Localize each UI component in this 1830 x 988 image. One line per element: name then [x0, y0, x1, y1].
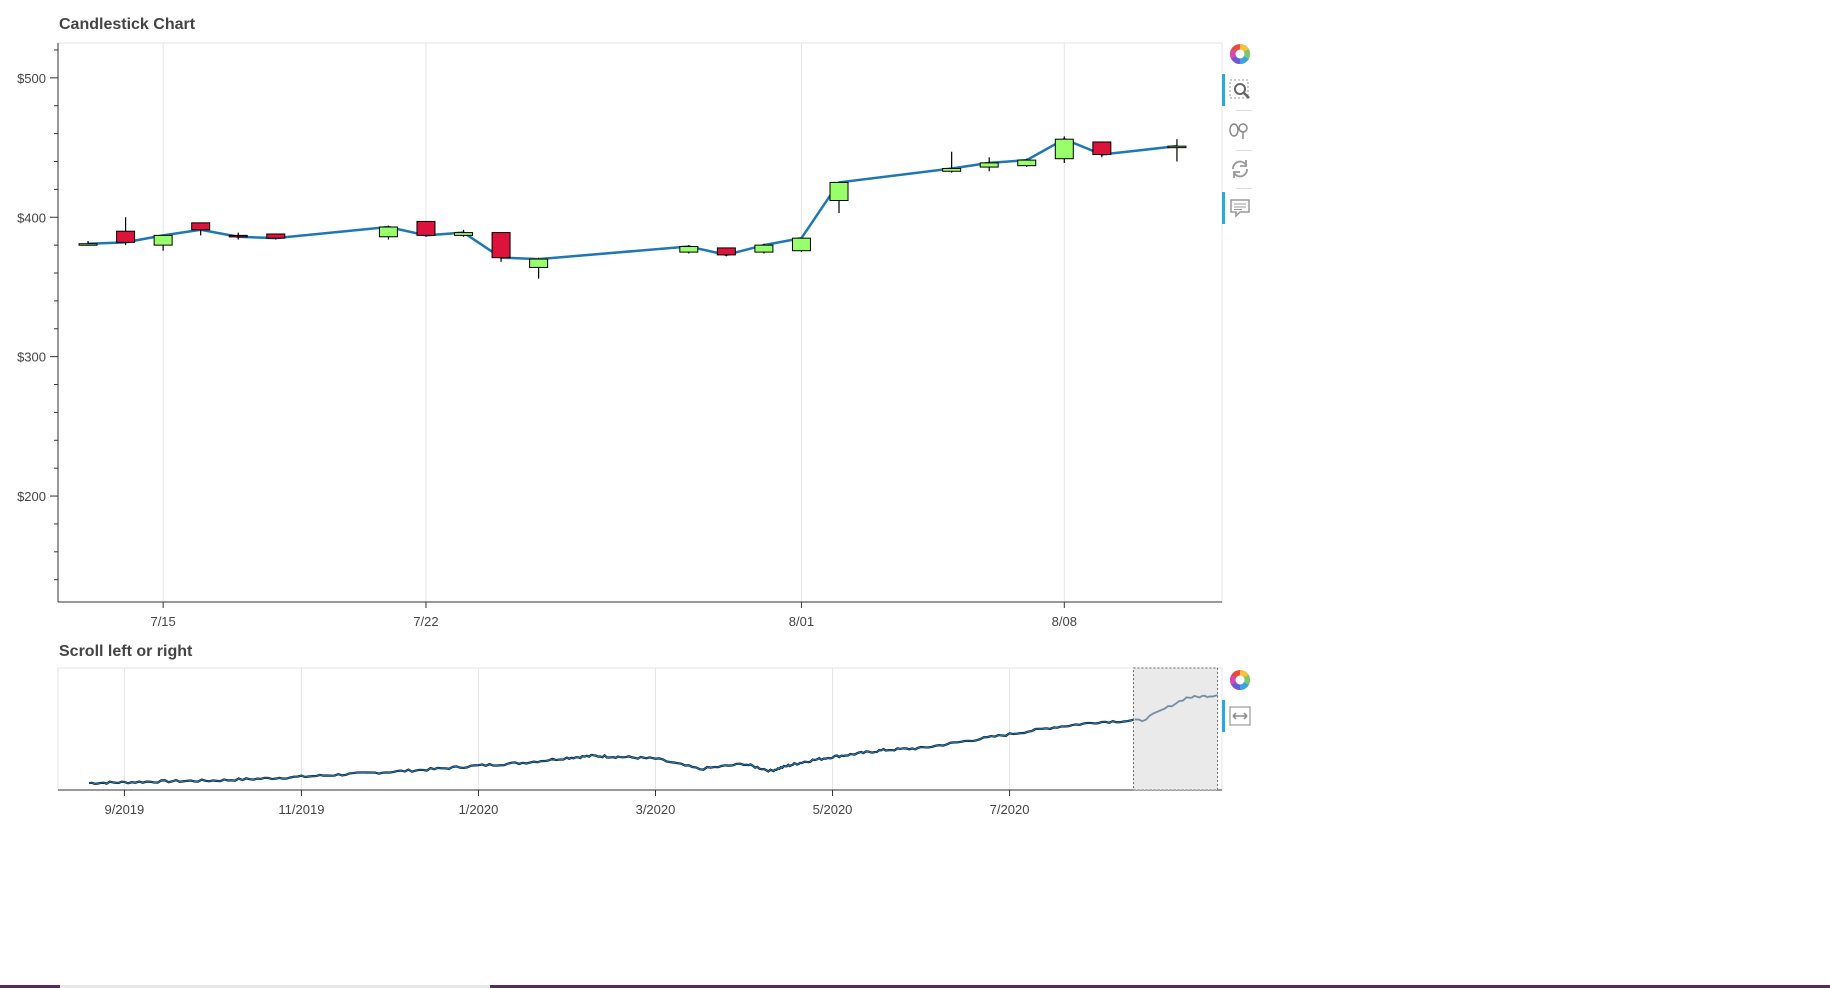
- candle-body-down: [116, 230, 136, 243]
- candle-body-down: [716, 247, 736, 256]
- candle-body-up: [791, 237, 811, 252]
- toolbar-separator: [1236, 110, 1252, 111]
- candle: [942, 151, 962, 173]
- candle: [529, 257, 549, 279]
- wheel-zoom-icon[interactable]: [1222, 114, 1258, 146]
- price-line-in-selection: [1134, 694, 1218, 722]
- candle: [191, 222, 211, 236]
- window-taskbar-strip: [0, 985, 1830, 988]
- x-tick-label: 8/08: [1052, 614, 1077, 629]
- candlestick-plot[interactable]: 7/15 7/22 8/01 8/08 $500 $400 $300 $200: [0, 0, 1230, 640]
- candle-body-up: [378, 226, 398, 238]
- candle-body-down: [191, 222, 211, 231]
- range-tool-icon[interactable]: [1222, 700, 1258, 732]
- main-chart-title: Candlestick Chart: [59, 16, 196, 33]
- range-selection-box: [1132, 667, 1219, 791]
- candle-body-up: [1017, 159, 1037, 167]
- candle: [378, 225, 398, 240]
- bokeh-logo-icon[interactable]: [1222, 38, 1258, 70]
- candle-body-down: [228, 234, 248, 238]
- toolbar-separator: [1236, 188, 1252, 189]
- candle: [716, 247, 736, 257]
- toolbar-separator: [1236, 150, 1252, 151]
- candle: [228, 232, 248, 240]
- candle: [491, 232, 511, 262]
- candle: [266, 233, 286, 240]
- candle-body-down: [416, 220, 436, 236]
- box-zoom-icon[interactable]: [1222, 74, 1258, 106]
- x-tick-label: 7/22: [413, 614, 438, 629]
- candle-body-up: [529, 258, 549, 268]
- close-price-line: [87, 137, 1178, 261]
- candle: [416, 220, 436, 237]
- candle: [1054, 136, 1074, 163]
- candle: [791, 237, 811, 253]
- x-tick-label: 11/2019: [278, 802, 324, 817]
- candle: [754, 243, 774, 254]
- candle: [78, 240, 98, 246]
- range-plot[interactable]: 9/2019 11/2019 1/2020 3/2020 5/2020 7/2020: [0, 0, 1230, 840]
- candle: [454, 229, 474, 237]
- candle: [1167, 139, 1187, 162]
- y-tick-label: $200: [17, 489, 46, 504]
- hover-icon[interactable]: [1222, 192, 1258, 224]
- candle-body-up: [1167, 145, 1187, 149]
- candle-body-up: [754, 244, 774, 253]
- x-tick-label: 9/2019: [105, 802, 145, 817]
- y-tick-label: $500: [17, 71, 46, 86]
- candle-body-up: [153, 234, 173, 246]
- x-tick-label: 5/2020: [813, 802, 853, 817]
- candle-body-up: [1054, 138, 1074, 160]
- candle: [829, 181, 849, 214]
- range-chart-title: Scroll left or right: [59, 643, 193, 660]
- price-line: [88, 694, 1218, 785]
- x-tick-label: 1/2020: [459, 802, 499, 817]
- candle-body-up: [979, 162, 999, 168]
- candle-body-down: [266, 233, 286, 239]
- candle: [1092, 141, 1112, 158]
- bokeh-logo-icon[interactable]: [1222, 664, 1258, 696]
- y-tick-label: $300: [17, 350, 46, 365]
- x-tick-label: 8/01: [789, 614, 814, 629]
- price-line-outline: [88, 694, 1218, 785]
- x-tick-label: 7/2020: [990, 802, 1030, 817]
- candle-body-up: [454, 232, 474, 236]
- x-tick-label: 3/2020: [636, 802, 676, 817]
- range-toolbar: [1222, 662, 1262, 742]
- y-tick-label: $400: [17, 210, 46, 225]
- candle-body-down: [1092, 141, 1112, 156]
- candle-body-up: [679, 246, 699, 253]
- candle-body-up: [78, 243, 98, 246]
- main-toolbar: [1222, 36, 1262, 236]
- reset-icon[interactable]: [1222, 153, 1258, 185]
- x-tick-label: 7/15: [150, 614, 175, 629]
- candle: [153, 234, 173, 251]
- candle: [1017, 158, 1037, 168]
- candle-body-down: [491, 232, 511, 259]
- candle: [979, 157, 999, 172]
- candle: [679, 245, 699, 254]
- candle-body-up: [829, 181, 849, 202]
- candle-body-up: [942, 167, 962, 172]
- candle: [116, 217, 136, 246]
